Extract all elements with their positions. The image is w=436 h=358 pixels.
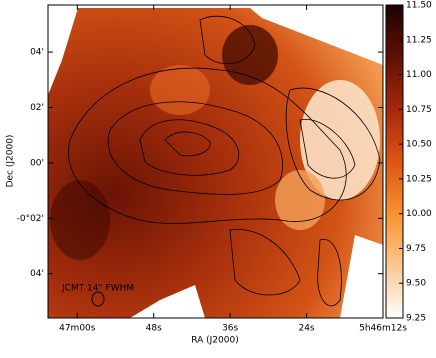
- x-tick-label: 24s: [298, 324, 314, 334]
- colorbar: [385, 4, 404, 319]
- y-tick-label: 04': [30, 48, 44, 58]
- map-image: [48, 8, 383, 318]
- colorbar-tick-label: 9.25: [406, 314, 426, 324]
- contours: [68, 15, 381, 307]
- x-tick-label: 36s: [222, 324, 238, 334]
- colorbar-tick-label: 10.75: [406, 105, 432, 115]
- x-axis-label: RA (J2000): [191, 336, 239, 346]
- y-tick-label: 00': [30, 158, 44, 168]
- colorbar-tick-label: 10.00: [406, 209, 432, 219]
- colorbar-tick-label: 11.00: [406, 70, 432, 80]
- plot-frame: [47, 4, 384, 319]
- annotation: JCMT 14" FWHM: [61, 284, 134, 294]
- beam-ellipse: [91, 291, 105, 307]
- colorbar-tick-label: 10.50: [406, 140, 432, 150]
- colorbar-tick-label: 11.25: [406, 35, 432, 45]
- y-tick-label: 04': [30, 269, 44, 279]
- x-tick-label: 5h46m12s: [359, 324, 407, 334]
- colorbar-tick-label: 9.75: [406, 244, 426, 254]
- y-tick-label: -0°02': [17, 214, 44, 224]
- x-tick-label: 47m00s: [59, 324, 96, 334]
- colorbar-tick-label: 9.50: [406, 279, 426, 289]
- y-tick-label: 02': [30, 103, 44, 113]
- y-axis-label: Dec (J2000): [6, 135, 16, 188]
- colorbar-tick-label: 11.50: [406, 1, 432, 11]
- colorbar-tick-label: 10.25: [406, 174, 432, 184]
- x-tick-label: 48s: [146, 324, 162, 334]
